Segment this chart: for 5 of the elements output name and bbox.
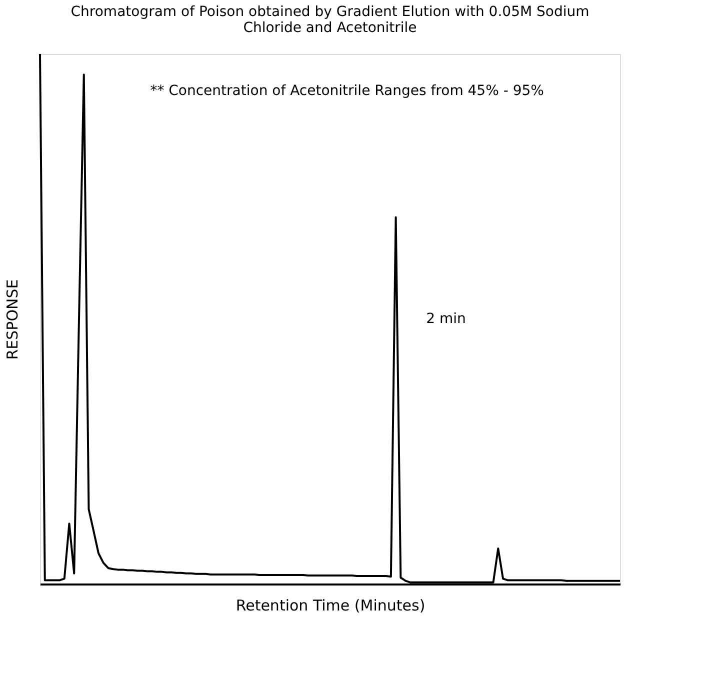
annotation: 2 min [426,311,466,327]
annotation: ** Concentration of Acetonitrile Ranges from 45% - 95% [150,83,544,100]
chart-title: Chromatogram of Poison obtained by Gradient Elution with 0.05M Sodium Chloride and Acetonitrile [70,4,590,36]
x-axis-title: Retention Time (Minutes) [236,596,426,614]
y-axis-title: RESPONSE [4,279,22,360]
